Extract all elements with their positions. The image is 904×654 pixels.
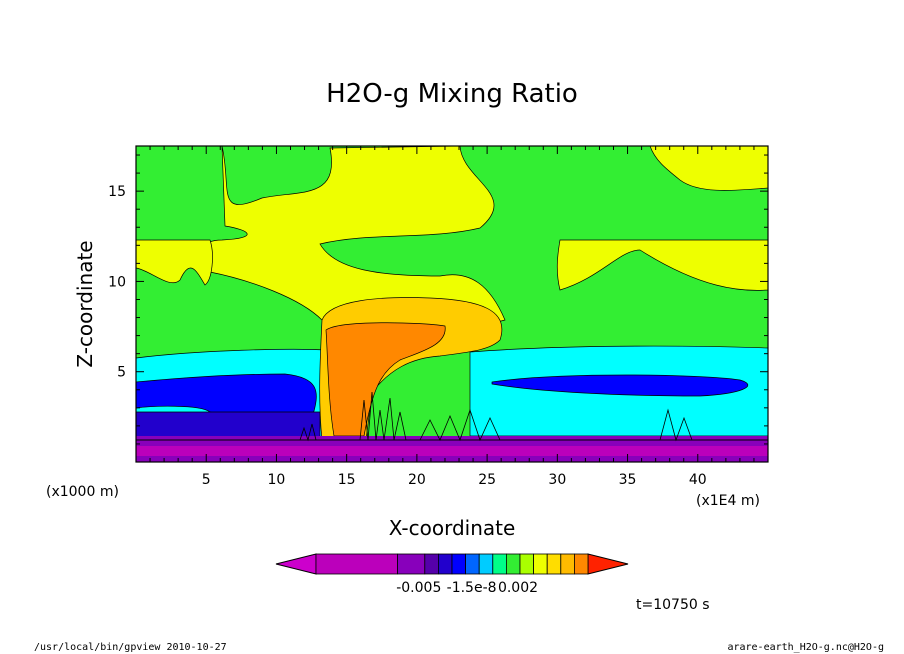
footer-left: /usr/local/bin/gpview 2010-10-27	[34, 642, 227, 653]
x-tick-label: 10	[268, 472, 286, 488]
colorbar-swatch	[465, 553, 480, 575]
colorbar-min-arrow	[275, 553, 317, 575]
x-tick-label: 15	[338, 472, 356, 488]
colorbar-label: -1.5e-8	[447, 580, 497, 596]
x-tick-label: 35	[619, 472, 637, 488]
plot-frame	[135, 145, 769, 463]
x-axis-ticks: 5 10 15 20 25 30 35 40	[149, 146, 755, 488]
colorbar-swatch	[315, 553, 398, 575]
colorbar-label: -0.005	[396, 580, 441, 596]
x-unit-label: (x1E4 m)	[696, 493, 760, 509]
colorbar-swatch	[451, 553, 467, 575]
y-tick-label: 15	[108, 184, 126, 200]
y-tick-label: 5	[117, 365, 126, 381]
x-tick-label: 5	[202, 472, 211, 488]
colorbar-swatch	[546, 553, 562, 575]
field-yellow-right	[556, 239, 768, 291]
field-yellow-left	[136, 239, 213, 286]
x-tick-label: 25	[478, 472, 496, 488]
plot-area	[136, 146, 768, 462]
time-label: t=10750 s	[636, 597, 710, 613]
colorbar-swatch	[437, 553, 453, 575]
field-magenta	[136, 446, 768, 456]
x-tick-label: 40	[689, 472, 707, 488]
colorbar-swatch	[478, 553, 494, 575]
footer-right: arare-earth_H2O-g.nc@H2O-g	[727, 642, 884, 653]
field-blue-right	[491, 374, 749, 397]
colorbar-swatch	[574, 553, 589, 575]
colorbar-swatch	[397, 553, 426, 575]
colorbar-swatch	[424, 553, 439, 575]
y-unit-label: (x1000 m)	[46, 484, 119, 500]
colorbar-labels: -0.005 -1.5e-8 0.002	[396, 580, 538, 596]
colorbar-swatch	[560, 553, 575, 575]
colorbar-swatch	[505, 553, 521, 575]
colorbar-label: 0.002	[498, 580, 538, 596]
colorbar-swatch	[533, 553, 548, 575]
chart-title: H2O-g Mixing Ratio	[326, 79, 578, 109]
field-darkblue-strip	[136, 411, 321, 441]
colorbar-max-arrow	[587, 553, 629, 575]
field-yellow-tr	[649, 146, 768, 191]
x-tick-label: 20	[408, 472, 426, 488]
x-axis-label: X-coordinate	[389, 516, 516, 540]
field-orange	[325, 322, 446, 437]
colorbar	[275, 553, 629, 575]
colorbar-swatch	[492, 553, 507, 575]
x-tick-label: 30	[548, 472, 566, 488]
y-axis-label: Z-coordinate	[73, 240, 97, 367]
y-axis-ticks: 5 10 15	[108, 154, 768, 445]
y-tick-label: 10	[108, 274, 126, 290]
colorbar-swatch	[519, 553, 535, 575]
